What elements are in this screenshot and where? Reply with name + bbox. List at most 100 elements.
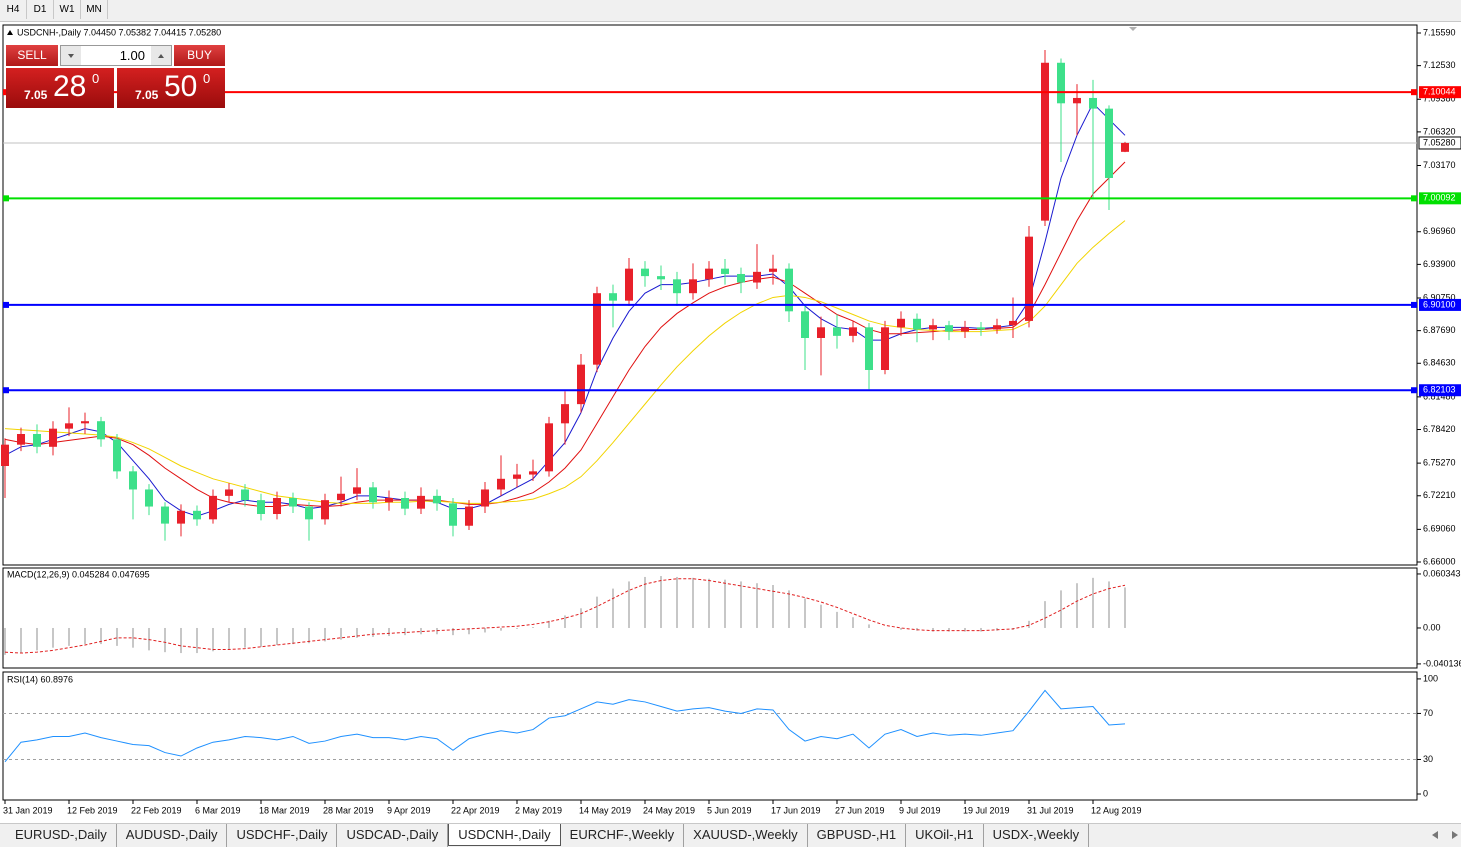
candle-body bbox=[225, 489, 233, 496]
symbol-tab[interactable]: XAUUSD-,Weekly bbox=[684, 824, 808, 847]
candle-body bbox=[81, 421, 89, 424]
moving-average bbox=[4, 161, 1126, 508]
x-tick-label: 22 Feb 2019 bbox=[131, 805, 182, 815]
level-label: 6.90100 bbox=[1423, 299, 1456, 309]
chart-title: USDCNH-,Daily 7.04450 7.05382 7.04415 7.… bbox=[17, 27, 221, 37]
candle-body bbox=[1, 444, 9, 467]
x-tick-label: 6 Mar 2019 bbox=[195, 805, 241, 815]
y-tick-label: 0.00 bbox=[1423, 622, 1441, 632]
x-tick-label: 31 Jul 2019 bbox=[1027, 805, 1074, 815]
y-tick-label: 30 bbox=[1423, 754, 1433, 764]
candle-body bbox=[673, 279, 681, 294]
main-panel-frame bbox=[2, 24, 1418, 566]
y-tick-label: 7.03170 bbox=[1423, 160, 1456, 170]
level-handle bbox=[3, 301, 9, 308]
symbol-tab[interactable]: USDX-,Weekly bbox=[984, 824, 1090, 847]
candle-body bbox=[1057, 62, 1065, 104]
candle-body bbox=[577, 364, 585, 405]
y-tick-label: 6.66000 bbox=[1423, 556, 1456, 566]
lot-down[interactable] bbox=[61, 46, 81, 65]
candle-body bbox=[817, 327, 825, 338]
candle-body bbox=[737, 273, 745, 283]
x-tick-label: 17 Jun 2019 bbox=[771, 805, 821, 815]
candle-body bbox=[785, 268, 793, 312]
y-tick-label: -0.040136 bbox=[1423, 658, 1461, 668]
candle-body bbox=[353, 487, 361, 494]
symbol-tab[interactable]: USDCHF-,Daily bbox=[227, 824, 338, 847]
tab-scroll[interactable] bbox=[1430, 828, 1460, 842]
symbol-tab[interactable]: AUDUSD-,Daily bbox=[117, 824, 228, 847]
lot-up[interactable] bbox=[151, 46, 171, 65]
buy-button[interactable]: BUY bbox=[174, 45, 225, 66]
chart: USDCNH-,Daily 7.04450 7.05382 7.04415 7.… bbox=[1, 24, 1461, 815]
x-tick-label: 27 Jun 2019 bbox=[835, 805, 885, 815]
timeframe-button[interactable]: W1 bbox=[54, 0, 81, 19]
x-tick-label: 9 Apr 2019 bbox=[387, 805, 431, 815]
level-label-box bbox=[1419, 298, 1461, 311]
candle-body bbox=[545, 423, 553, 472]
symbol-tab[interactable]: EURUSD-,Daily bbox=[6, 824, 117, 847]
candle-body bbox=[769, 268, 777, 272]
moving-average bbox=[4, 102, 1126, 517]
candle-body bbox=[465, 506, 473, 526]
price-pips: 28 bbox=[53, 70, 87, 103]
rsi-panel-frame bbox=[2, 671, 1418, 801]
y-tick-label: 6.75270 bbox=[1423, 457, 1456, 467]
y-tick-label: 0.060343 bbox=[1423, 568, 1461, 578]
sell-button[interactable]: SELL bbox=[6, 45, 58, 66]
candle-body bbox=[625, 268, 633, 301]
candle-body bbox=[865, 327, 873, 370]
candle-body bbox=[833, 327, 841, 336]
candle-body bbox=[977, 327, 985, 330]
level-handle bbox=[1411, 301, 1417, 308]
candle-body bbox=[161, 506, 169, 524]
timeframe-button[interactable]: H4 bbox=[0, 0, 27, 19]
level-handle bbox=[1411, 387, 1417, 394]
candle-body bbox=[497, 478, 505, 490]
trade-panel: SELL 1.00 BUY 7.05 28 0 7.05 50 0 bbox=[6, 45, 225, 108]
timeframe-button[interactable]: D1 bbox=[27, 0, 54, 19]
sell-price[interactable]: 7.05 28 0 bbox=[6, 68, 114, 108]
price-pips: 50 bbox=[164, 70, 198, 103]
lot-value: 1.00 bbox=[119, 48, 145, 63]
symbol-tab[interactable]: USDCNH-,Daily bbox=[448, 824, 561, 846]
x-tick-label: 2 May 2019 bbox=[515, 805, 562, 815]
timeframe-button[interactable]: MN bbox=[81, 0, 108, 19]
x-tick-label: 24 May 2019 bbox=[643, 805, 695, 815]
candle-body bbox=[305, 506, 313, 520]
x-tick-label: 12 Feb 2019 bbox=[67, 805, 118, 815]
x-tick-label: 22 Apr 2019 bbox=[451, 805, 500, 815]
candle-body bbox=[705, 268, 713, 280]
candle-body bbox=[65, 423, 73, 429]
symbol-tab[interactable]: UKOil-,H1 bbox=[906, 824, 984, 847]
price-big: 7.05 bbox=[24, 88, 48, 102]
candle-body bbox=[1089, 97, 1097, 109]
symbol-tab[interactable]: GBPUSD-,H1 bbox=[808, 824, 907, 847]
candle-body bbox=[881, 327, 889, 370]
symbol-tab[interactable]: EURCHF-,Weekly bbox=[561, 824, 685, 847]
candle-body bbox=[929, 325, 937, 330]
candle-body bbox=[561, 404, 569, 424]
buy-price[interactable]: 7.05 50 0 bbox=[117, 68, 225, 108]
candle-body bbox=[1025, 236, 1033, 321]
y-tick-label: 7.15590 bbox=[1423, 27, 1456, 37]
rsi-title: RSI(14) 60.8976 bbox=[7, 674, 73, 684]
candle-body bbox=[1121, 142, 1129, 152]
symbol-tab[interactable]: USDCAD-,Daily bbox=[337, 824, 449, 847]
candle-body bbox=[849, 327, 857, 336]
macd-signal bbox=[4, 578, 1126, 654]
candle-body bbox=[657, 276, 665, 280]
candle-body bbox=[609, 293, 617, 301]
current-price-label: 7.05280 bbox=[1423, 137, 1456, 147]
candle-body bbox=[289, 498, 297, 507]
candle-body bbox=[945, 325, 953, 332]
candle-body bbox=[257, 500, 265, 515]
y-tick-label: 6.96960 bbox=[1423, 226, 1456, 236]
candle-body bbox=[49, 428, 57, 447]
candle-body bbox=[593, 293, 601, 365]
symbol-tabs: EURUSD-,Daily AUDUSD-,Daily USDCHF-,Daily U… bbox=[0, 823, 1461, 847]
lot-input[interactable]: 1.00 bbox=[60, 45, 172, 66]
candle-body bbox=[129, 471, 137, 490]
shift-marker bbox=[1129, 27, 1137, 31]
